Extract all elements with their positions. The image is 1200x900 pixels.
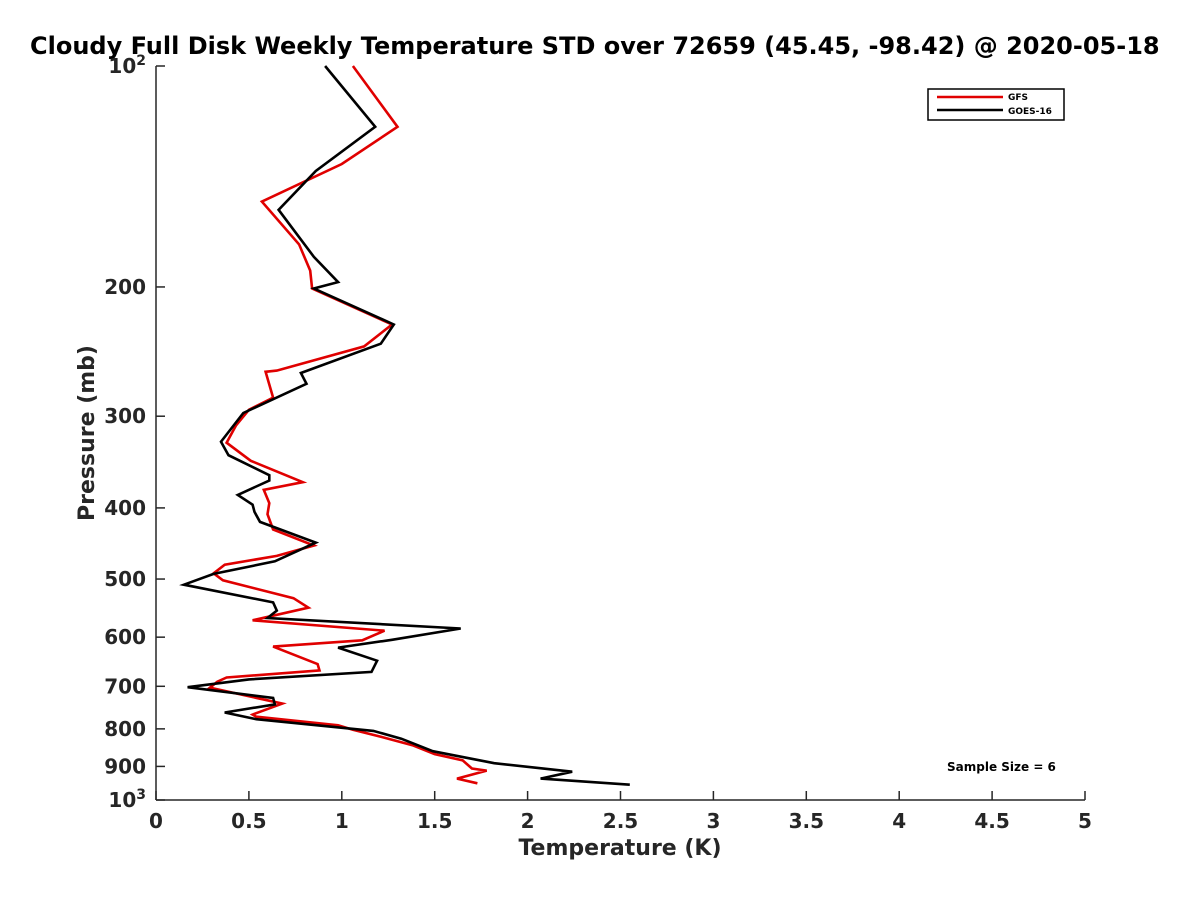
x-tick-label: 1 [335, 809, 349, 833]
series-line-gfs [206, 65, 488, 785]
x-axis-label: Temperature (K) [518, 836, 721, 861]
sample-size-annotation: Sample Size = 6 [947, 760, 1056, 774]
y-tick-label: 500 [104, 567, 146, 591]
legend: GFS GOES-16 [927, 88, 1065, 121]
y-tick-label: 700 [104, 674, 146, 698]
x-tick-label: 4 [892, 809, 906, 833]
x-tick-label: 1.5 [417, 809, 452, 833]
x-tick-label: 2.5 [603, 809, 638, 833]
x-tick-label: 3.5 [789, 809, 824, 833]
legend-label-gfs: GFS [1008, 93, 1028, 103]
x-tick-label: 0 [149, 809, 163, 833]
legend-label-goes16: GOES-16 [1008, 107, 1052, 117]
plot-area: 0 0.5 1 1.5 2 2.5 3 3.5 4 4.5 5 102 200 300 400 500 600 7… [104, 53, 1092, 833]
x-tick-label: 0.5 [231, 809, 266, 833]
x-tick-label: 3 [706, 809, 720, 833]
legend-box [927, 88, 1065, 121]
y-tick-label: 600 [104, 625, 146, 649]
x-tick-label: 5 [1078, 809, 1092, 833]
y-tick-label: 900 [104, 754, 146, 778]
x-tick-label: 2 [521, 809, 535, 833]
y-tick-label: 800 [104, 717, 146, 741]
y-tick-label: 400 [104, 496, 146, 520]
chart-title: Cloudy Full Disk Weekly Temperature STD … [30, 32, 1160, 60]
y-tick-label: 103 [108, 787, 146, 812]
series-line-goes16 [179, 65, 630, 786]
y-tick-label: 102 [108, 53, 146, 78]
x-tick-label: 4.5 [974, 809, 1009, 833]
y-tick-label: 200 [104, 275, 146, 299]
y-axis-label: Pressure (mb) [75, 345, 100, 521]
y-tick-label: 300 [104, 404, 146, 428]
